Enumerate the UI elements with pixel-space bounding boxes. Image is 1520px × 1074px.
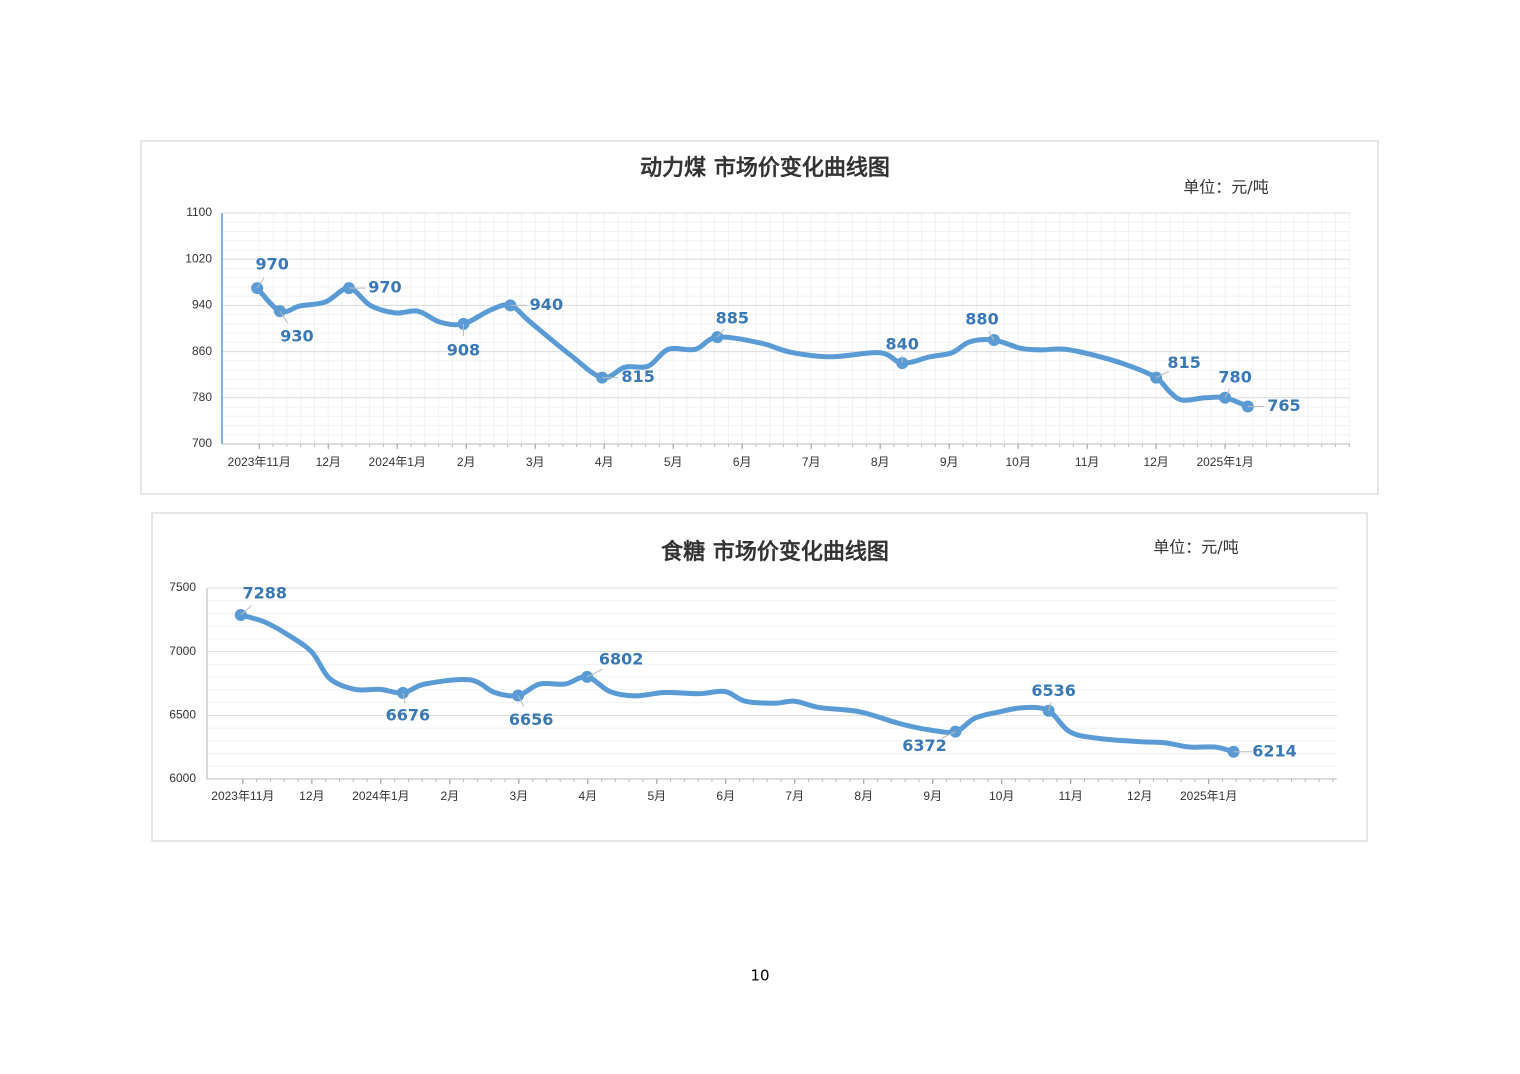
label-leader xyxy=(988,330,995,341)
x-tick-label: 9月 xyxy=(923,789,942,803)
data-label: 940 xyxy=(530,295,563,314)
y-tick-label: 1100 xyxy=(186,205,212,219)
x-tick-label: 2023年11月 xyxy=(228,455,291,469)
x-tick-label: 12月 xyxy=(1143,455,1168,469)
chart-title: 食糖 市场价变化曲线图 xyxy=(661,539,889,565)
x-tick-label: 5月 xyxy=(664,455,683,469)
x-tick-label: 4月 xyxy=(595,455,614,469)
data-label: 930 xyxy=(280,327,313,346)
data-label: 6372 xyxy=(902,736,947,755)
price-line xyxy=(254,285,1251,409)
x-tick-label: 2025年1月 xyxy=(1180,789,1237,803)
x-tick-label: 7月 xyxy=(802,455,821,469)
x-tick-label: 2024年1月 xyxy=(369,455,426,469)
data-label: 815 xyxy=(621,367,654,386)
x-tick-label: 5月 xyxy=(647,789,666,803)
y-tick-label: 700 xyxy=(192,436,212,450)
y-tick-label: 860 xyxy=(192,344,212,358)
x-tick-label: 8月 xyxy=(854,789,873,803)
data-label: 765 xyxy=(1267,396,1300,415)
data-label: 840 xyxy=(886,335,919,354)
y-tick-label: 6000 xyxy=(169,771,196,785)
data-label: 6656 xyxy=(509,710,554,729)
x-tick-label: 2024年1月 xyxy=(352,789,409,803)
data-label: 908 xyxy=(447,340,480,359)
label-leader xyxy=(279,310,289,324)
x-tick-label: 2025年1月 xyxy=(1196,455,1253,469)
x-tick-label: 7月 xyxy=(785,789,804,803)
y-tick-label: 780 xyxy=(192,390,212,404)
label-leader xyxy=(1048,702,1052,711)
x-tick-label: 10月 xyxy=(1005,455,1030,469)
price-line xyxy=(238,612,1237,755)
data-label: 6802 xyxy=(599,649,644,668)
unit-label: 单位：元/吨 xyxy=(1183,178,1268,197)
x-tick-label: 8月 xyxy=(871,455,890,469)
unit-label: 单位：元/吨 xyxy=(1153,538,1238,557)
y-tick-label: 940 xyxy=(192,298,212,312)
data-label: 970 xyxy=(255,255,288,274)
data-label: 6676 xyxy=(386,705,431,724)
x-tick-label: 2023年11月 xyxy=(211,789,274,803)
data-label: 6536 xyxy=(1031,681,1076,700)
x-tick-label: 2月 xyxy=(457,455,476,469)
x-tick-label: 12月 xyxy=(316,455,341,469)
x-tick-label: 3月 xyxy=(526,455,545,469)
x-tick-label: 12月 xyxy=(299,789,324,803)
y-tick-label: 1020 xyxy=(185,251,212,265)
x-tick-label: 11月 xyxy=(1075,455,1099,469)
y-tick-label: 6500 xyxy=(169,708,196,722)
label-leader xyxy=(1155,370,1169,379)
data-label: 885 xyxy=(716,309,749,328)
data-label: 780 xyxy=(1218,367,1251,386)
y-tick-label: 7500 xyxy=(169,580,196,594)
x-tick-label: 4月 xyxy=(578,789,597,803)
label-leader xyxy=(402,692,406,704)
label-leader xyxy=(586,668,603,678)
x-tick-label: 9月 xyxy=(940,455,959,469)
x-tick-label: 6月 xyxy=(733,455,752,469)
label-leader xyxy=(716,328,725,338)
chart-title: 动力煤 市场价变化曲线图 xyxy=(640,155,890,181)
page-number: 10 xyxy=(750,967,769,985)
x-tick-label: 3月 xyxy=(509,789,528,803)
data-label: 815 xyxy=(1167,353,1200,372)
label-leader xyxy=(240,605,252,616)
label-leader xyxy=(256,277,265,289)
x-tick-label: 11月 xyxy=(1058,789,1082,803)
data-label: 880 xyxy=(965,310,998,329)
label-leader xyxy=(517,695,525,707)
x-tick-label: 6月 xyxy=(716,789,735,803)
label-leader xyxy=(1224,388,1231,399)
data-label: 6214 xyxy=(1252,741,1297,760)
y-tick-label: 7000 xyxy=(169,644,196,658)
data-label: 970 xyxy=(368,278,401,297)
x-tick-label: 2月 xyxy=(440,789,459,803)
x-tick-label: 12月 xyxy=(1127,789,1152,803)
x-tick-label: 10月 xyxy=(989,789,1014,803)
data-label: 7288 xyxy=(243,583,288,602)
label-leader xyxy=(941,731,956,739)
